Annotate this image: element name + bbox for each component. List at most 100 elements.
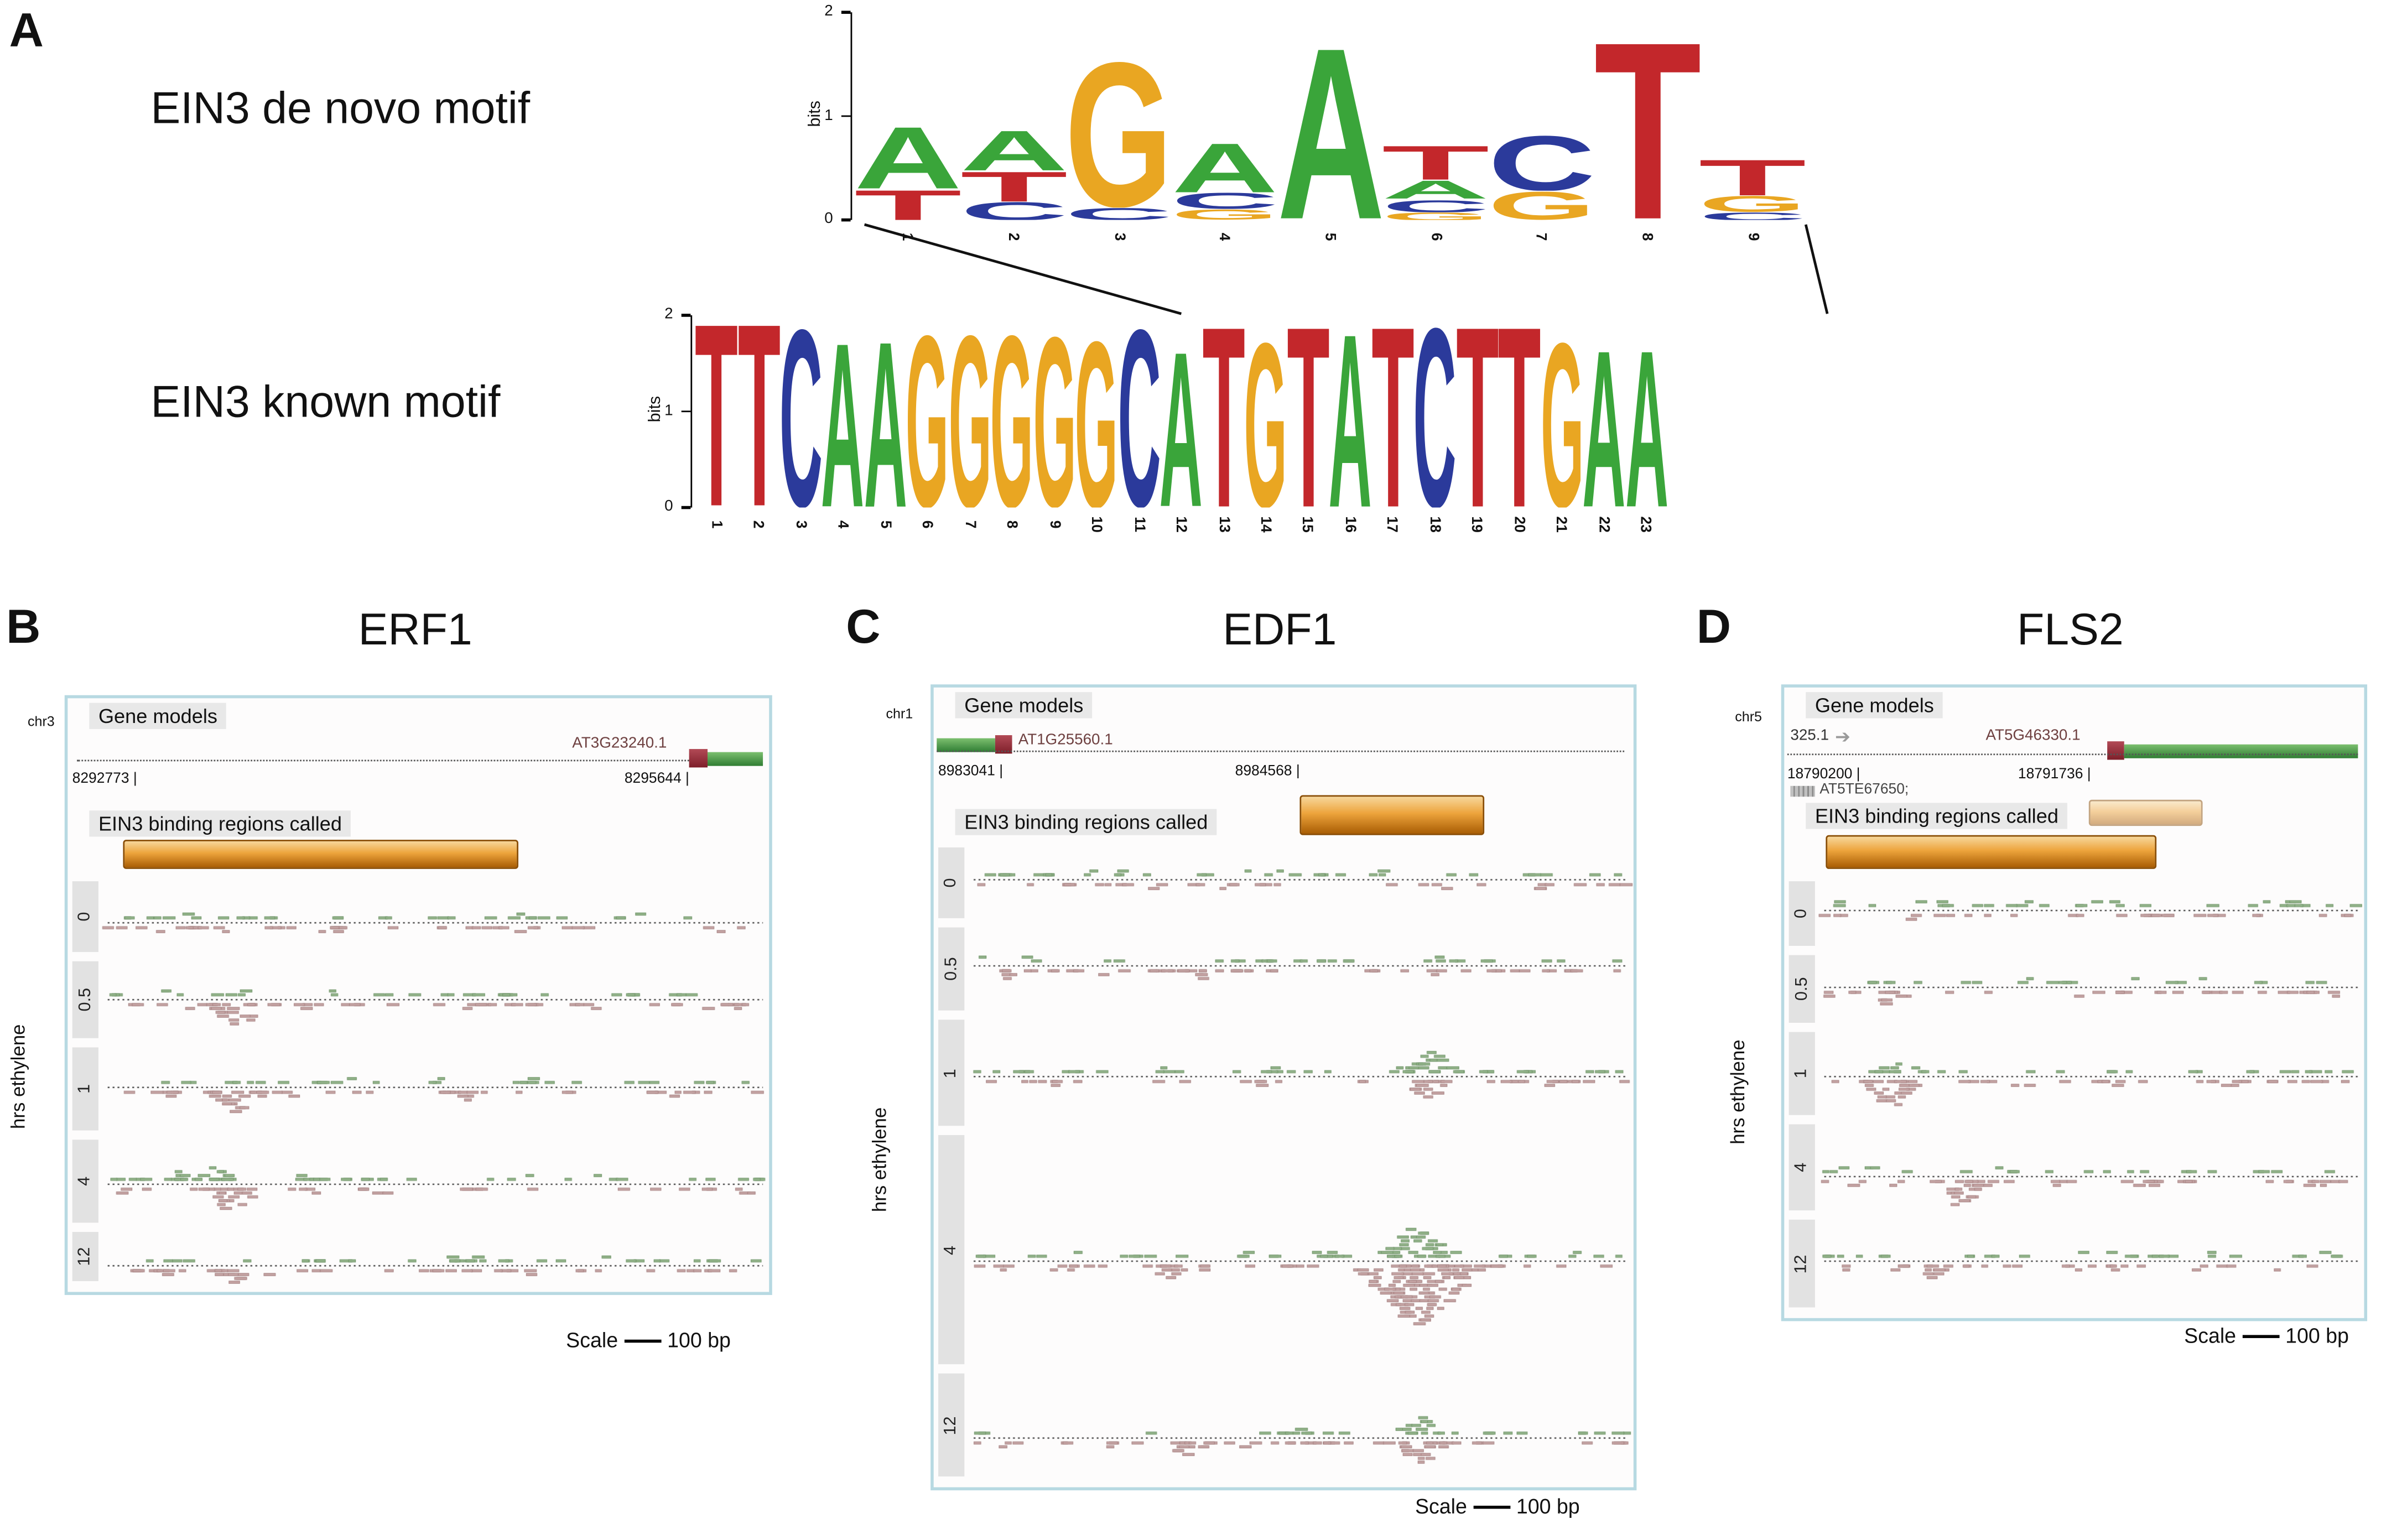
logo-x-tick: 5 xyxy=(1322,232,1339,241)
track-time-label: 4 xyxy=(1789,1124,1815,1211)
svg-text:A: A xyxy=(1383,180,1489,199)
binding-regions-label: EIN3 binding regions called xyxy=(1806,803,2068,829)
gene-name: AT3G23240.1 xyxy=(572,735,667,752)
gene-name: AT5G46330.1 xyxy=(1985,727,2081,745)
track-time-label: 12 xyxy=(72,1232,98,1282)
logo-letter: C xyxy=(961,201,1067,220)
coordinate-left: 8983041 | xyxy=(938,763,1004,780)
scale-label: Scale 100 bp xyxy=(1415,1495,1580,1518)
logo-y-tick xyxy=(681,506,691,509)
y-axis-label: hrs ethylene xyxy=(7,1024,29,1129)
gene-body-bar xyxy=(707,751,763,766)
scale-label: Scale 100 bp xyxy=(566,1329,731,1352)
coverage-tracks: 0 0.5 1 4 12 xyxy=(67,876,770,1286)
logo-x-tick: 11 xyxy=(1130,517,1148,533)
track-time-label: 1 xyxy=(938,1019,965,1126)
svg-text:A: A xyxy=(822,336,864,507)
gene-body-bar xyxy=(937,738,995,752)
gene-body-bar xyxy=(2124,743,2358,758)
svg-text:G: G xyxy=(1033,331,1075,508)
logo-x-tick: 19 xyxy=(1468,516,1486,533)
panel-d-title: FLS2 xyxy=(2017,606,2124,655)
logo-letter: G xyxy=(1541,336,1583,507)
track-time-label: 4 xyxy=(72,1140,98,1223)
svg-text:C: C xyxy=(1700,212,1806,220)
track-time-label: 12 xyxy=(938,1373,965,1477)
logo-letter: C xyxy=(1383,199,1489,212)
logo-y-axis xyxy=(690,315,693,508)
logo-letter: T xyxy=(855,189,961,220)
logo-letter: A xyxy=(1160,346,1202,508)
track-time-label: 0 xyxy=(938,847,965,918)
logo-letter: C xyxy=(780,323,822,508)
logo-x-tick: 21 xyxy=(1553,516,1571,533)
logo-x-tick: 17 xyxy=(1384,516,1401,533)
svg-text:A: A xyxy=(961,128,1067,170)
logo-y-tick xyxy=(681,314,691,316)
logo-x-tick: 23 xyxy=(1637,516,1655,533)
svg-text:G: G xyxy=(991,329,1033,507)
track-time-label: 0.5 xyxy=(72,961,98,1038)
svg-text:T: T xyxy=(1456,319,1498,508)
gene-model-line xyxy=(77,759,760,762)
logo-letter: T xyxy=(1498,319,1540,508)
logo-letter: A xyxy=(961,128,1067,170)
svg-text:A: A xyxy=(855,124,961,189)
svg-text:G: G xyxy=(949,329,991,507)
logo-letter: G xyxy=(907,329,949,507)
browser-box: Gene models AT1G25560.1 8983041 | 898456… xyxy=(930,684,1637,1491)
svg-text:T: T xyxy=(1287,319,1329,508)
y-axis-label: hrs ethylene xyxy=(869,1107,891,1213)
scale-word: Scale xyxy=(566,1329,618,1352)
svg-text:G: G xyxy=(1383,212,1489,220)
logo-letter: T xyxy=(1594,35,1700,220)
gene-models-label: Gene models xyxy=(89,703,227,729)
svg-text:C: C xyxy=(1383,199,1489,212)
known-motif-title: EIN3 known motif xyxy=(150,378,501,428)
svg-text:A: A xyxy=(1329,327,1371,508)
logo-y-tick-label: 0 xyxy=(824,210,833,228)
track-time-label: 0.5 xyxy=(1789,955,1815,1023)
logo-x-tick: 7 xyxy=(961,520,979,529)
logo-bits-label: bits xyxy=(805,100,825,127)
gene-utr-box xyxy=(689,749,708,768)
gene-utr-box xyxy=(2107,741,2124,760)
chromosome-label: chr5 xyxy=(1735,709,1762,725)
logo-y-tick xyxy=(841,115,851,117)
binding-regions-label: EIN3 binding regions called xyxy=(955,809,1218,835)
logo-y-tick-label: 2 xyxy=(664,306,673,323)
track-time-label-text: 0 xyxy=(1792,909,1811,919)
logo-y-tick-label: 1 xyxy=(824,107,833,124)
svg-text:C: C xyxy=(1118,323,1160,508)
logo-x-tick: 10 xyxy=(1088,516,1105,533)
logo-letter: G xyxy=(1383,212,1489,220)
logo-letter: G xyxy=(1172,210,1278,220)
svg-text:G: G xyxy=(907,329,949,507)
track-time-label-text: 0.5 xyxy=(76,987,95,1012)
coordinate-left: 8292773 | xyxy=(72,770,137,788)
binding-region-bar xyxy=(1826,835,2157,869)
logo-letter: C xyxy=(1489,134,1594,191)
panel-b-title: ERF1 xyxy=(358,606,472,655)
svg-text:C: C xyxy=(780,323,822,508)
browser-box: Gene models AT3G23240.1 8292773 | 829564… xyxy=(64,695,772,1296)
binding-region-bar xyxy=(123,840,518,869)
panel-d-letter: D xyxy=(1696,600,1732,654)
logo-x-tick: 3 xyxy=(1110,232,1128,241)
logo-x-tick: 4 xyxy=(834,520,852,529)
logo-x-tick: 9 xyxy=(1744,232,1762,241)
track-time-label-text: 0 xyxy=(76,912,95,922)
svg-text:G: G xyxy=(1172,210,1278,220)
svg-text:T: T xyxy=(1383,145,1489,180)
svg-text:T: T xyxy=(737,317,779,507)
svg-text:C: C xyxy=(1067,207,1172,220)
logo-x-tick: 9 xyxy=(1046,520,1063,529)
logo-y-tick-label: 1 xyxy=(664,402,673,419)
panel-c-letter: C xyxy=(846,600,881,654)
transposable-element-label: AT5TE67650; xyxy=(1819,781,1909,799)
logo-x-tick: 1 xyxy=(708,520,725,529)
svg-text:T: T xyxy=(1700,158,1806,195)
coverage-tracks: 0 0.5 1 4 12 xyxy=(1784,876,2364,1312)
svg-text:T: T xyxy=(1594,35,1700,220)
logo-letter: G xyxy=(1489,191,1594,220)
